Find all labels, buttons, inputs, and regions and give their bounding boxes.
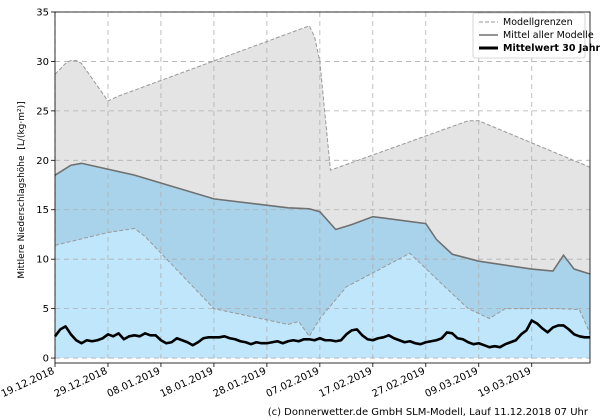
y-axis-label: Mittlere Niederschlagshöhe [L/(kg·m²)] xyxy=(17,101,27,278)
x-tick-label: 07.02.2019 xyxy=(265,366,322,400)
y-tick-label: 30 xyxy=(36,57,49,68)
legend-label-bounds: Modellgrenzen xyxy=(503,17,573,28)
x-tick-label: 28.01.2019 xyxy=(212,366,269,400)
svg-text:Mittlere Niederschlagshöhe: Mittlere Niederschlagshöhe [L/(kg·m²)] xyxy=(17,101,27,278)
x-axis: 19.12.201829.12.201808.01.201918.01.2019… xyxy=(0,363,533,400)
envelope-area xyxy=(55,25,590,275)
legend: Modellgrenzen Mittel aller Modelle Mitte… xyxy=(472,12,600,59)
y-axis-label-text: Mittlere Niederschlagshöhe xyxy=(17,155,27,279)
x-tick-label: 19.03.2019 xyxy=(476,366,533,400)
series-lower-bound-line xyxy=(54,228,591,338)
credit-text: (c) Donnerwetter.de GmbH SLM-Modell, Lau… xyxy=(268,407,589,418)
y-tick-label: 10 xyxy=(36,255,49,266)
x-tick-label: 08.01.2019 xyxy=(106,366,163,400)
y-tick-label: 20 xyxy=(36,156,49,167)
legend-box xyxy=(472,12,586,59)
y-tick-label: 35 xyxy=(36,8,49,19)
series-model-mean-line xyxy=(54,162,591,275)
y-tick-label: 15 xyxy=(36,205,49,216)
area-layer xyxy=(55,25,590,359)
series-climatology-line xyxy=(53,319,590,349)
y-tick-label: 25 xyxy=(36,106,49,117)
upper-band-area xyxy=(55,163,590,337)
y-tick-label: 0 xyxy=(43,354,49,365)
x-tick-label: 17.02.2019 xyxy=(318,366,375,400)
plot-frame xyxy=(54,11,591,364)
x-tick-label: 27.02.2019 xyxy=(371,366,428,400)
lower-band-area xyxy=(55,228,590,359)
x-tick-label: 09.03.2019 xyxy=(423,366,480,400)
x-tick-label: 29.12.2018 xyxy=(53,366,110,400)
gridlines xyxy=(54,11,590,363)
y-axis-label-unit: [L/(kg·m²)] xyxy=(17,101,27,149)
x-tick-label: 18.01.2019 xyxy=(159,366,216,400)
legend-label-climatology: Mittelwert 30 Jahre xyxy=(503,43,600,54)
y-tick-label: 5 xyxy=(43,304,49,315)
legend-label-mean: Mittel aller Modelle xyxy=(503,30,594,41)
y-axis: 0 5 10 15 20 25 30 35 xyxy=(36,8,55,365)
x-tick-label: 19.12.2018 xyxy=(0,366,56,400)
line-layer xyxy=(53,25,591,349)
